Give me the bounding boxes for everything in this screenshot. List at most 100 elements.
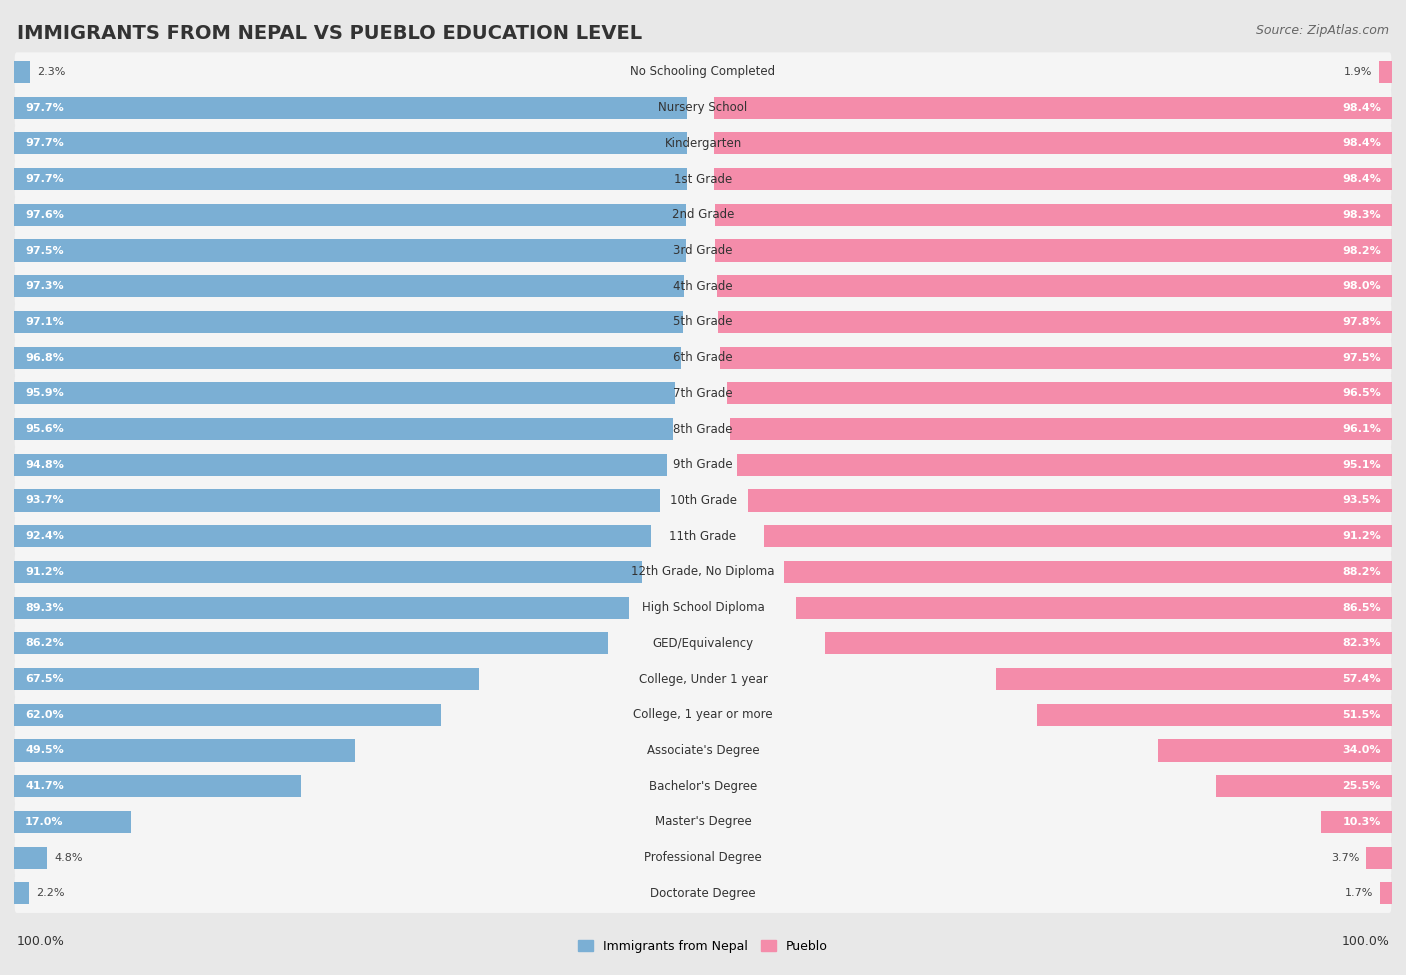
Text: 4th Grade: 4th Grade — [673, 280, 733, 292]
Bar — [14, 133, 688, 154]
Text: 93.5%: 93.5% — [1343, 495, 1381, 505]
FancyBboxPatch shape — [14, 874, 1392, 913]
Text: 96.1%: 96.1% — [1343, 424, 1381, 434]
Text: 97.8%: 97.8% — [1343, 317, 1381, 327]
Text: High School Diploma: High School Diploma — [641, 602, 765, 614]
Text: 5th Grade: 5th Grade — [673, 316, 733, 329]
FancyBboxPatch shape — [14, 373, 1392, 413]
Text: 94.8%: 94.8% — [25, 460, 63, 470]
Text: 10.3%: 10.3% — [1343, 817, 1381, 827]
FancyBboxPatch shape — [14, 266, 1392, 306]
FancyBboxPatch shape — [14, 160, 1392, 199]
Bar — [1322, 811, 1392, 833]
Text: 97.7%: 97.7% — [25, 102, 63, 113]
Text: 7th Grade: 7th Grade — [673, 387, 733, 400]
FancyBboxPatch shape — [14, 731, 1392, 770]
FancyBboxPatch shape — [14, 517, 1392, 556]
Bar — [997, 668, 1392, 690]
Bar — [14, 846, 48, 869]
Bar — [714, 97, 1392, 119]
FancyBboxPatch shape — [14, 124, 1392, 163]
Text: 3rd Grade: 3rd Grade — [673, 244, 733, 257]
Bar — [14, 453, 668, 476]
Bar — [714, 204, 1392, 226]
Bar — [14, 668, 479, 690]
Text: 17.0%: 17.0% — [25, 817, 63, 827]
Text: 97.6%: 97.6% — [25, 210, 63, 219]
Text: 67.5%: 67.5% — [25, 674, 63, 684]
Text: 82.3%: 82.3% — [1343, 639, 1381, 648]
Bar — [1379, 60, 1392, 83]
Text: Nursery School: Nursery School — [658, 101, 748, 114]
FancyBboxPatch shape — [14, 766, 1392, 805]
Text: 2.2%: 2.2% — [37, 888, 65, 898]
Text: 100.0%: 100.0% — [1341, 935, 1389, 948]
Bar — [714, 133, 1392, 154]
FancyBboxPatch shape — [14, 338, 1392, 377]
Text: Bachelor's Degree: Bachelor's Degree — [650, 780, 756, 793]
Text: 91.2%: 91.2% — [1343, 531, 1381, 541]
FancyBboxPatch shape — [14, 695, 1392, 734]
Text: 9th Grade: 9th Grade — [673, 458, 733, 471]
Bar — [717, 275, 1392, 297]
Text: 97.5%: 97.5% — [1343, 353, 1381, 363]
Text: 97.1%: 97.1% — [25, 317, 63, 327]
Text: 1st Grade: 1st Grade — [673, 173, 733, 185]
Text: 98.4%: 98.4% — [1343, 138, 1381, 148]
Bar — [14, 632, 607, 654]
Text: 1.7%: 1.7% — [1346, 888, 1374, 898]
Text: 97.5%: 97.5% — [25, 246, 63, 255]
Text: 1.9%: 1.9% — [1344, 67, 1372, 77]
FancyBboxPatch shape — [14, 481, 1392, 520]
Text: 25.5%: 25.5% — [1343, 781, 1381, 791]
Bar — [14, 418, 672, 440]
Bar — [14, 561, 643, 583]
Text: 57.4%: 57.4% — [1343, 674, 1381, 684]
Text: 97.7%: 97.7% — [25, 138, 63, 148]
Text: 95.9%: 95.9% — [25, 388, 63, 399]
Text: 95.1%: 95.1% — [1343, 460, 1381, 470]
Text: 98.4%: 98.4% — [1343, 102, 1381, 113]
Text: IMMIGRANTS FROM NEPAL VS PUEBLO EDUCATION LEVEL: IMMIGRANTS FROM NEPAL VS PUEBLO EDUCATIO… — [17, 24, 643, 43]
Bar — [14, 240, 686, 261]
FancyBboxPatch shape — [14, 624, 1392, 663]
Bar — [825, 632, 1392, 654]
Bar — [737, 453, 1392, 476]
Text: 8th Grade: 8th Grade — [673, 422, 733, 436]
Bar — [14, 811, 131, 833]
Text: Master's Degree: Master's Degree — [655, 815, 751, 829]
Text: 92.4%: 92.4% — [25, 531, 63, 541]
Text: 95.6%: 95.6% — [25, 424, 63, 434]
Text: 41.7%: 41.7% — [25, 781, 63, 791]
Bar — [730, 418, 1392, 440]
FancyBboxPatch shape — [14, 552, 1392, 592]
Bar — [714, 168, 1392, 190]
Text: 12th Grade, No Diploma: 12th Grade, No Diploma — [631, 566, 775, 578]
FancyBboxPatch shape — [14, 659, 1392, 699]
Text: 100.0%: 100.0% — [17, 935, 65, 948]
Text: College, Under 1 year: College, Under 1 year — [638, 673, 768, 685]
Bar — [14, 97, 688, 119]
Text: 3.7%: 3.7% — [1331, 852, 1360, 863]
Legend: Immigrants from Nepal, Pueblo: Immigrants from Nepal, Pueblo — [574, 935, 832, 958]
Text: 96.5%: 96.5% — [1343, 388, 1381, 399]
Bar — [1038, 704, 1392, 725]
FancyBboxPatch shape — [14, 446, 1392, 485]
Bar — [14, 882, 30, 905]
Bar — [14, 489, 659, 512]
Text: 86.5%: 86.5% — [1343, 603, 1381, 612]
Bar — [748, 489, 1392, 512]
Text: 89.3%: 89.3% — [25, 603, 63, 612]
FancyBboxPatch shape — [14, 88, 1392, 128]
Text: 97.3%: 97.3% — [25, 281, 63, 292]
Text: 51.5%: 51.5% — [1343, 710, 1381, 720]
Text: 98.4%: 98.4% — [1343, 175, 1381, 184]
Bar — [14, 275, 685, 297]
Text: Doctorate Degree: Doctorate Degree — [650, 887, 756, 900]
Text: 97.7%: 97.7% — [25, 175, 63, 184]
Bar — [14, 204, 686, 226]
FancyBboxPatch shape — [14, 588, 1392, 627]
Text: 91.2%: 91.2% — [25, 566, 63, 577]
FancyBboxPatch shape — [14, 53, 1392, 92]
Bar — [716, 240, 1392, 261]
